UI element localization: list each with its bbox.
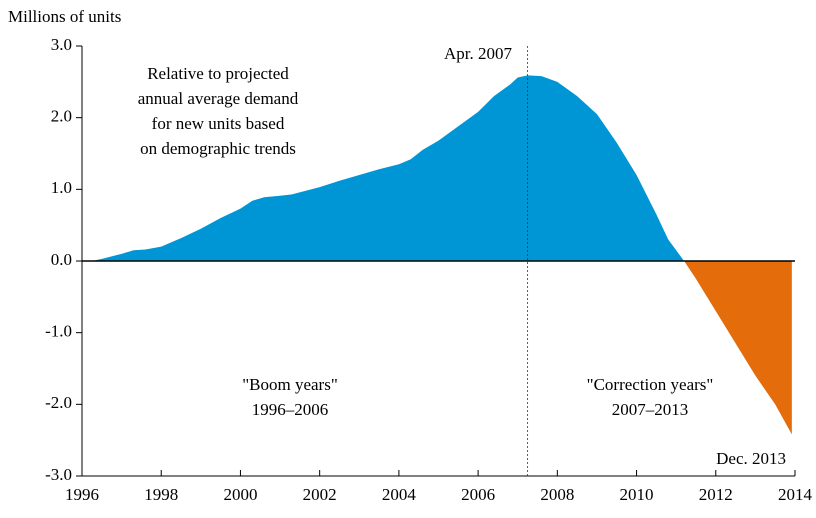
y-tick-label: 2.0: [51, 107, 72, 126]
x-tick-label: 2008: [540, 485, 574, 504]
y-tick-label: 3.0: [51, 35, 72, 54]
x-tick-label: 2000: [223, 485, 257, 504]
annotation: Apr. 2007: [444, 44, 513, 63]
annotation: 1996–2006: [252, 400, 329, 419]
x-tick-label: 2012: [699, 485, 733, 504]
x-tick-label: 1998: [144, 485, 178, 504]
y-tick-label: -3.0: [45, 465, 72, 484]
x-tick-label: 2010: [620, 485, 654, 504]
x-tick-label: 2006: [461, 485, 495, 504]
y-axis-label: Millions of units: [8, 7, 121, 26]
annotation: on demographic trends: [140, 139, 296, 158]
x-tick-label: 2002: [303, 485, 337, 504]
x-tick-label: 1996: [65, 485, 99, 504]
y-tick-label: -1.0: [45, 322, 72, 341]
annotation: for new units based: [152, 114, 285, 133]
x-tick-label: 2014: [778, 485, 813, 504]
x-tick-label: 2004: [382, 485, 417, 504]
area: [91, 75, 792, 435]
annotation: "Correction years": [587, 375, 714, 394]
annotation: 2007–2013: [612, 400, 689, 419]
annotation: annual average demand: [138, 89, 299, 108]
y-tick-label: 0.0: [51, 250, 72, 269]
annotation: Relative to projected: [147, 64, 289, 83]
annotation: "Boom years": [242, 375, 338, 394]
y-tick-label: 1.0: [51, 178, 72, 197]
annotation: Dec. 2013: [716, 449, 786, 468]
y-tick-label: -2.0: [45, 393, 72, 412]
